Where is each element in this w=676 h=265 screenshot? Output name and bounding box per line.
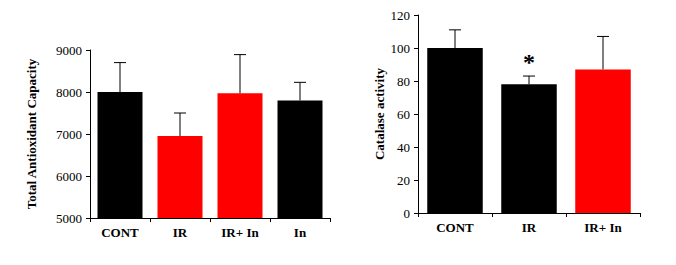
svg-text:*: * bbox=[523, 49, 535, 75]
svg-text:IR+ In: IR+ In bbox=[221, 225, 259, 240]
svg-text:Catalase activity: Catalase activity bbox=[372, 67, 387, 160]
svg-text:CONT: CONT bbox=[436, 220, 474, 235]
svg-text:5000: 5000 bbox=[56, 211, 82, 226]
svg-text:In: In bbox=[294, 225, 307, 240]
svg-text:8000: 8000 bbox=[56, 85, 82, 100]
svg-text:Total Antioxidant Capacity: Total Antioxidant Capacity bbox=[24, 58, 39, 209]
svg-text:IR: IR bbox=[522, 220, 537, 235]
svg-text:6000: 6000 bbox=[56, 169, 82, 184]
svg-text:60: 60 bbox=[397, 107, 410, 122]
svg-text:80: 80 bbox=[397, 74, 410, 89]
svg-text:0: 0 bbox=[404, 206, 411, 221]
svg-text:IR: IR bbox=[173, 225, 188, 240]
svg-text:100: 100 bbox=[391, 41, 411, 56]
svg-text:20: 20 bbox=[397, 173, 410, 188]
svg-text:7000: 7000 bbox=[56, 127, 82, 142]
svg-text:40: 40 bbox=[397, 140, 410, 155]
svg-text:9000: 9000 bbox=[56, 43, 82, 58]
svg-text:120: 120 bbox=[391, 8, 411, 23]
svg-text:IR+ In: IR+ In bbox=[584, 220, 622, 235]
svg-text:CONT: CONT bbox=[101, 225, 139, 240]
